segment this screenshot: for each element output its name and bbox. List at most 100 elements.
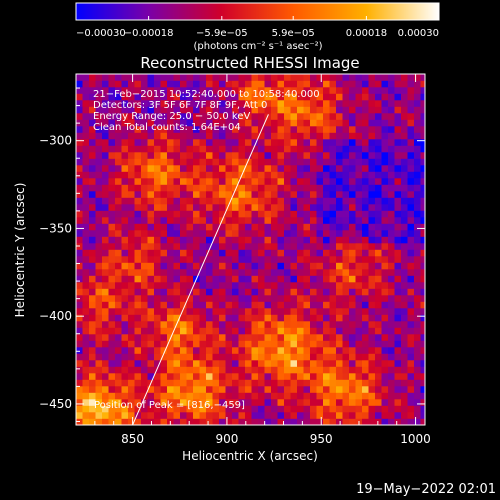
heatmap-cell [336, 217, 343, 224]
heatmap-cell [394, 87, 402, 94]
heatmap-cell [173, 256, 181, 263]
heatmap-cell [206, 353, 213, 361]
heatmap-cell [303, 223, 311, 231]
heatmap-cell [108, 191, 116, 198]
heatmap-cell [102, 301, 109, 309]
heatmap-cell [102, 100, 109, 107]
heatmap-cell [186, 379, 194, 387]
heatmap-cell [355, 412, 363, 419]
heatmap-cell [381, 171, 389, 179]
heatmap-cell [134, 308, 142, 315]
heatmap-cell [199, 288, 207, 296]
heatmap-cell [388, 321, 395, 328]
heatmap-cell [290, 379, 298, 387]
heatmap-cell [147, 256, 155, 263]
heatmap-cell [401, 210, 408, 218]
heatmap-cell [388, 275, 395, 283]
heatmap-cell [271, 308, 278, 315]
heatmap-cell [284, 191, 291, 198]
heatmap-cell [336, 256, 343, 263]
heatmap-cell [89, 399, 96, 406]
heatmap-cell [323, 171, 330, 179]
heatmap-cell [245, 418, 252, 425]
heatmap-cell [225, 119, 233, 127]
heatmap-cell [141, 340, 148, 348]
heatmap-cell [95, 256, 103, 263]
heatmap-cell [388, 139, 395, 146]
heatmap-cell [251, 366, 259, 374]
heatmap-cell [102, 262, 109, 270]
heatmap-cell [121, 126, 129, 133]
heatmap-cell [342, 80, 350, 88]
heatmap-cell [76, 327, 83, 335]
heatmap-cell [134, 106, 142, 114]
heatmap-cell [342, 184, 350, 192]
heatmap-cell [303, 405, 311, 413]
heatmap-cell [271, 392, 278, 400]
heatmap-cell [154, 80, 161, 88]
heatmap-cell [128, 282, 135, 289]
heatmap-cell [303, 308, 311, 315]
heatmap-cell [394, 334, 402, 341]
heatmap-cell [297, 347, 304, 354]
heatmap-cell [199, 243, 207, 250]
heatmap-cell [186, 74, 194, 81]
heatmap-cell [219, 262, 226, 270]
heatmap-cell [212, 184, 220, 192]
heatmap-cell [284, 210, 291, 218]
heatmap-cell [128, 405, 135, 413]
heatmap-cell [336, 249, 343, 257]
heatmap-cell [258, 269, 265, 276]
heatmap-cell [89, 93, 96, 101]
heatmap-cell [154, 275, 161, 283]
heatmap-cell [323, 152, 330, 159]
heatmap-cell [76, 269, 83, 276]
heatmap-cell [173, 113, 181, 120]
heatmap-cell [89, 418, 96, 425]
heatmap-cell [154, 184, 161, 192]
heatmap-cell [186, 243, 194, 250]
heatmap-cell [238, 80, 246, 88]
heatmap-cell [271, 80, 278, 88]
heatmap-cell [238, 197, 246, 205]
heatmap-cell [193, 197, 200, 205]
heatmap-cell [199, 119, 207, 127]
heatmap-cell [219, 399, 226, 406]
heatmap-cell [264, 87, 272, 94]
heatmap-cell [388, 282, 395, 289]
heatmap-cell [121, 132, 129, 140]
heatmap-cell [329, 106, 337, 114]
heatmap-cell [206, 165, 213, 172]
heatmap-cell [388, 360, 395, 367]
heatmap-cell [147, 249, 155, 257]
heatmap-cell [199, 93, 207, 101]
heatmap-cell [355, 314, 363, 322]
heatmap-cells [76, 74, 425, 425]
heatmap-cell [349, 113, 356, 120]
heatmap-cell [89, 347, 96, 354]
heatmap-cell [212, 392, 220, 400]
heatmap-cell [212, 308, 220, 315]
heatmap-cell [375, 171, 382, 179]
heatmap-cell [147, 373, 155, 380]
heatmap-cell [173, 366, 181, 374]
heatmap-cell [141, 379, 148, 387]
heatmap-cell [238, 223, 246, 231]
heatmap-cell [323, 139, 330, 146]
heatmap-cell [82, 386, 90, 393]
heatmap-cell [141, 204, 148, 211]
heatmap-cell [407, 178, 415, 185]
heatmap-cell [245, 308, 252, 315]
heatmap-cell [297, 126, 304, 133]
heatmap-cell [212, 106, 220, 114]
heatmap-cell [160, 178, 168, 185]
heatmap-cell [284, 249, 291, 257]
heatmap-cell [173, 178, 181, 185]
heatmap-cell [212, 275, 220, 283]
heatmap-cell [284, 275, 291, 283]
heatmap-cell [362, 230, 369, 237]
heatmap-cell [219, 210, 226, 218]
heatmap-cell [420, 275, 425, 283]
heatmap-cell [362, 288, 369, 296]
heatmap-cell [160, 399, 168, 406]
